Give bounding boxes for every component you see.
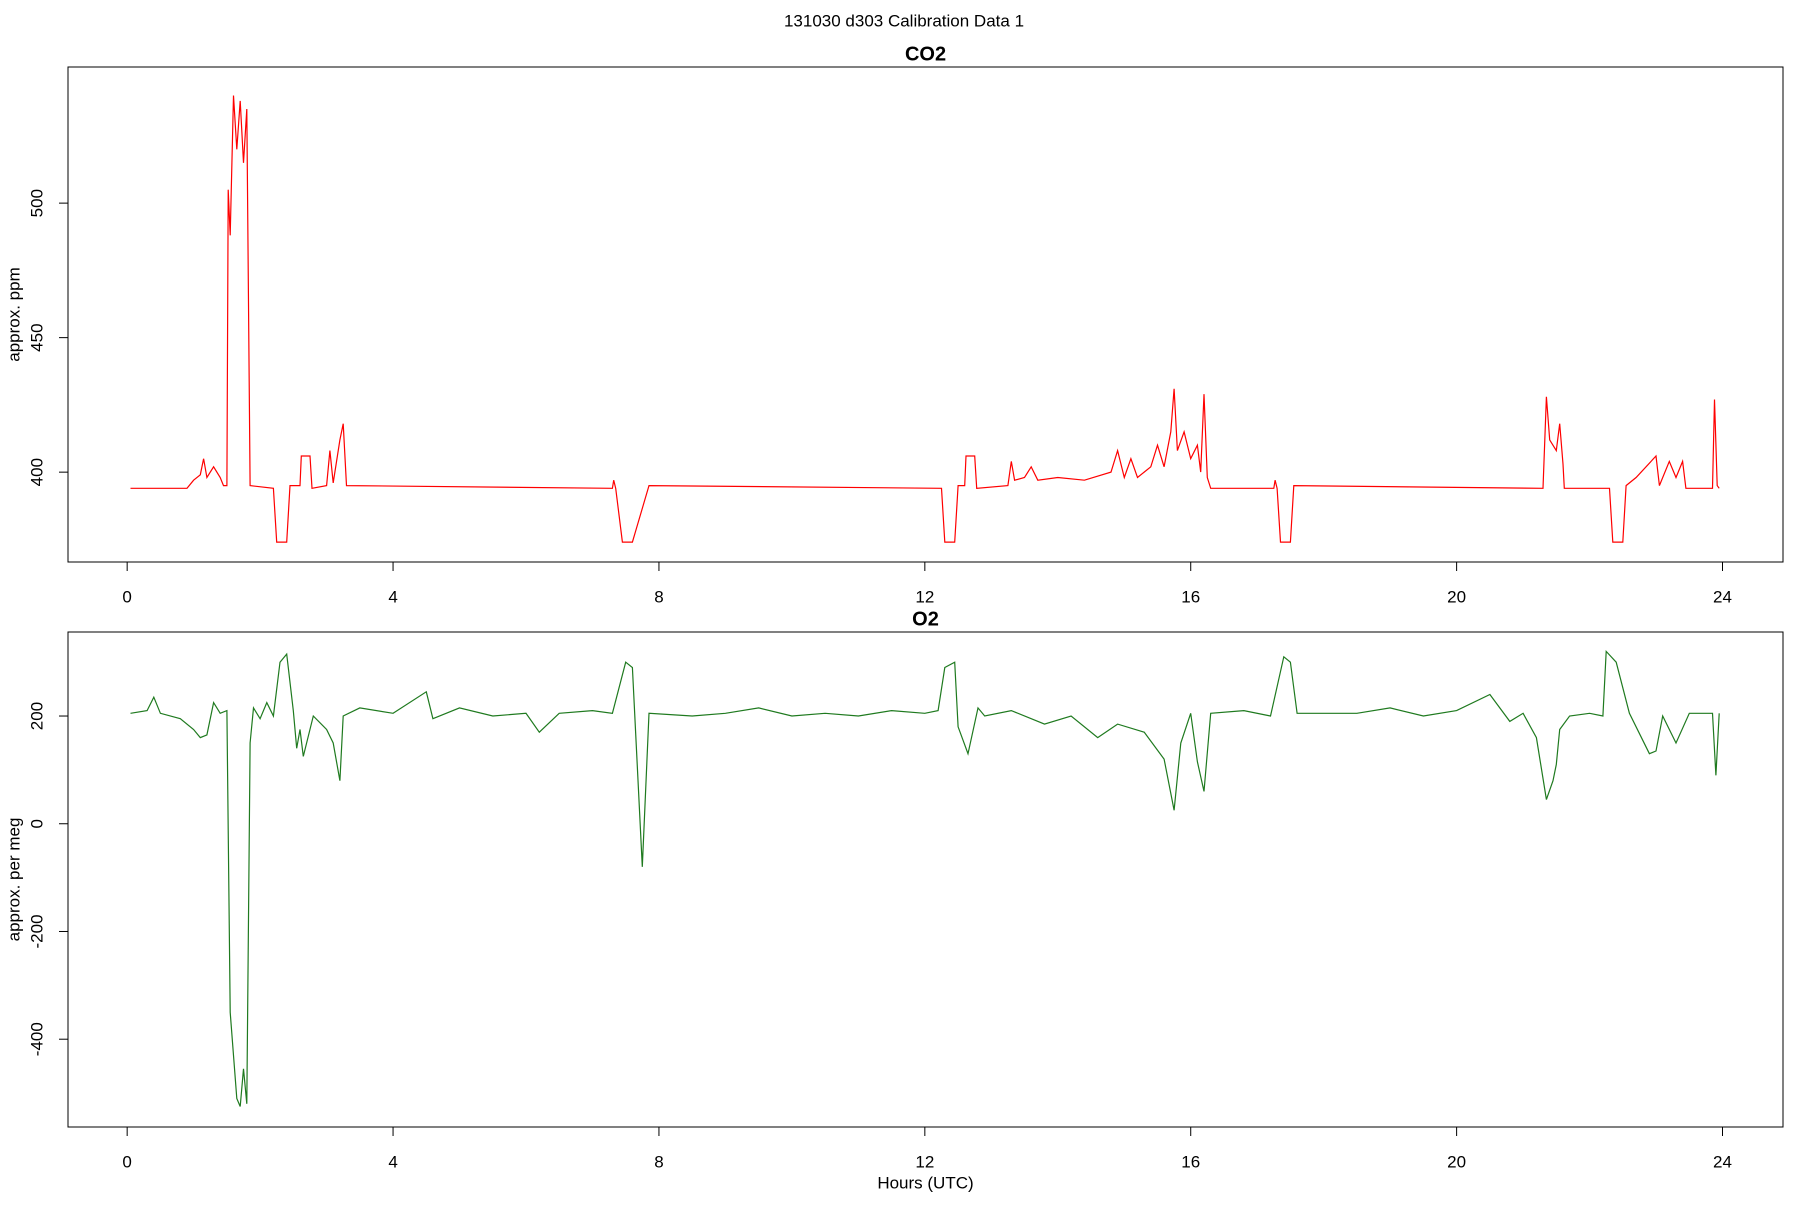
figure-title: 131030 d303 Calibration Data 1 [784, 11, 1024, 30]
x-tick-label: 8 [654, 587, 663, 606]
y-axis-label: approx. ppm [4, 267, 23, 362]
x-tick-label: 16 [1181, 1152, 1200, 1171]
y-tick-label: 400 [27, 458, 46, 486]
x-tick-label: 0 [122, 587, 131, 606]
x-tick-label: 12 [915, 587, 934, 606]
y-tick-label: 500 [27, 189, 46, 217]
x-tick-label: 8 [654, 1152, 663, 1171]
y-tick-label: 0 [27, 819, 46, 828]
y-tick-label: 200 [27, 702, 46, 730]
x-tick-label: 0 [122, 1152, 131, 1171]
x-tick-label: 4 [388, 587, 397, 606]
x-tick-label: 20 [1447, 587, 1466, 606]
data-line [130, 649, 1720, 1107]
x-axis-label: Hours (UTC) [877, 1173, 973, 1192]
x-tick-label: 16 [1181, 587, 1200, 606]
x-tick-label: 24 [1713, 587, 1732, 606]
x-tick-label: 20 [1447, 1152, 1466, 1171]
data-line [130, 95, 1720, 543]
y-tick-label: -200 [27, 914, 46, 948]
x-tick-label: 12 [915, 1152, 934, 1171]
chart-title: CO2 [905, 43, 946, 65]
x-tick-label: 24 [1713, 1152, 1732, 1171]
chart-title: O2 [912, 608, 939, 630]
y-tick-label: 450 [27, 323, 46, 351]
x-tick-label: 4 [388, 1152, 397, 1171]
y-axis-label: approx. per meg [4, 818, 23, 942]
y-tick-label: -400 [27, 1022, 46, 1056]
